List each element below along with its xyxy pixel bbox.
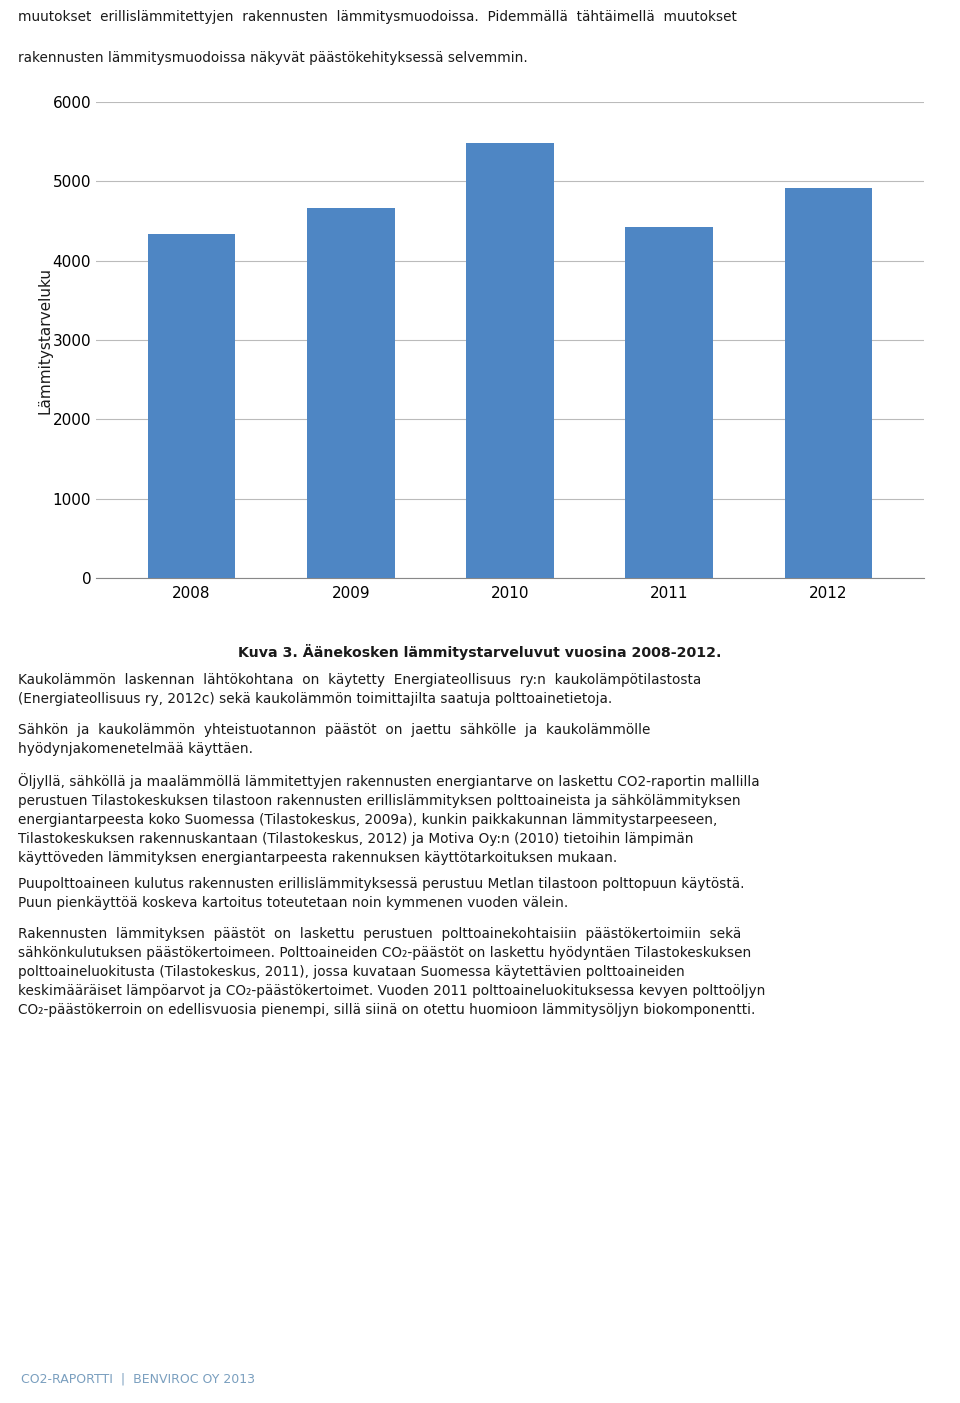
Bar: [784, 188, 873, 578]
Bar: [148, 234, 235, 578]
Bar: [307, 208, 395, 578]
Text: Kuva 3. Äänekosken lämmitystarveluvut vuosina 2008-2012.: Kuva 3. Äänekosken lämmitystarveluvut vu…: [238, 644, 722, 659]
Text: Puupolttoaineen kulutus rakennusten erillislämmityksessä perustuu Metlan tilasto: Puupolttoaineen kulutus rakennusten eril…: [18, 877, 745, 911]
Text: Öljyllä, sähköllä ja maalämmöllä lämmitettyjen rakennusten energiantarve on lask: Öljyllä, sähköllä ja maalämmöllä lämmite…: [18, 773, 759, 864]
Text: Rakennusten  lämmityksen  päästöt  on  laskettu  perustuen  polttoainekohtaisiin: Rakennusten lämmityksen päästöt on laske…: [18, 927, 765, 1017]
Text: CO2-RAPORTTI  |  BENVIROC OY 2013: CO2-RAPORTTI | BENVIROC OY 2013: [21, 1372, 255, 1386]
Text: 17: 17: [901, 1367, 936, 1390]
Text: muutokset  erillislämmitettyjen  rakennusten  lämmitysmuodoissa.  Pidemmällä  tä: muutokset erillislämmitettyjen rakennust…: [18, 10, 737, 24]
Text: Sähkön  ja  kaukolämmön  yhteistuotannon  päästöt  on  jaettu  sähkölle  ja  kau: Sähkön ja kaukolämmön yhteistuotannon pä…: [18, 723, 650, 756]
Text: Kaukolämmön  laskennan  lähtökohtana  on  käytetty  Energiateollisuus  ry:n  kau: Kaukolämmön laskennan lähtökohtana on kä…: [18, 673, 701, 706]
Text: rakennusten lämmitysmuodoissa näkyvät päästökehityksessä selvemmin.: rakennusten lämmitysmuodoissa näkyvät pä…: [18, 52, 528, 66]
Bar: [626, 227, 713, 578]
Bar: [467, 143, 554, 578]
Text: Lämmitystarveluku: Lämmitystarveluku: [37, 267, 53, 414]
